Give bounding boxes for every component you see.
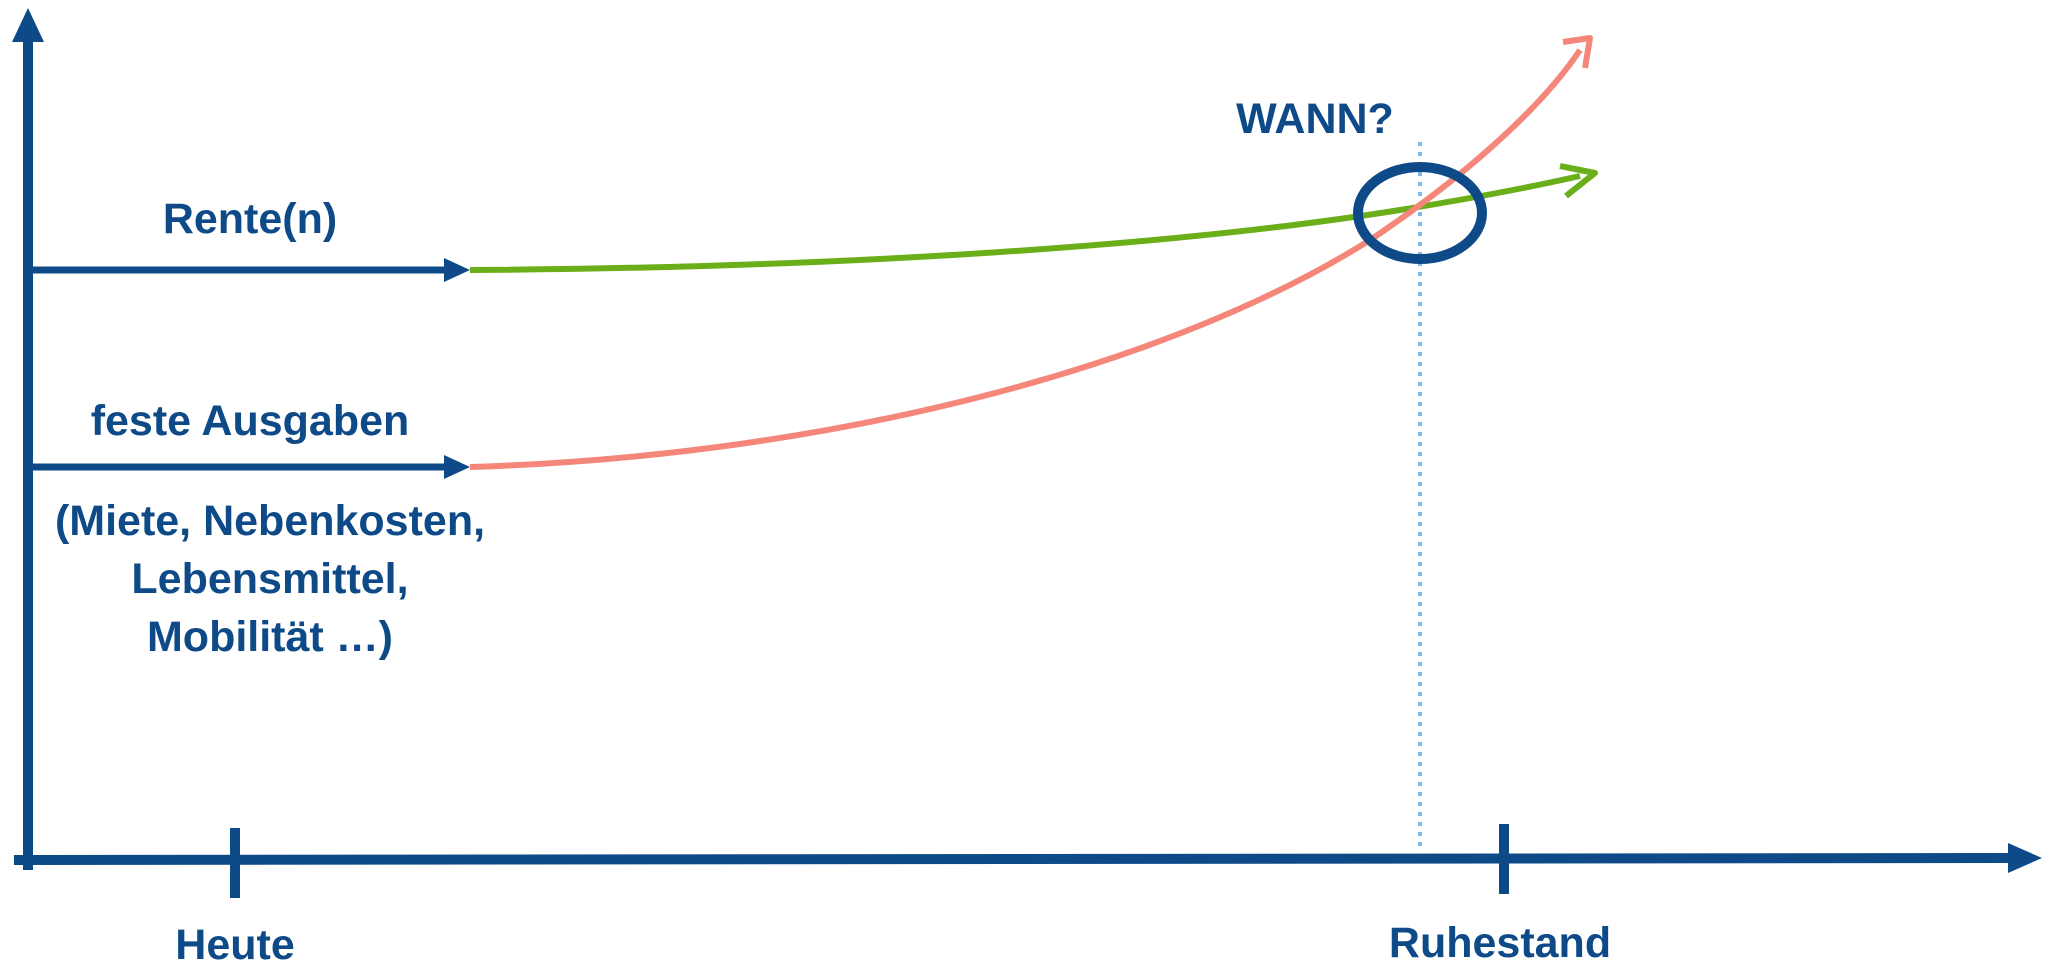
x-axis [13,824,2042,898]
pension-lead-arrow [30,258,470,282]
pension-label: Rente(n) [162,195,338,243]
intersection-circle [1353,162,1487,264]
tick-label-today: Heute [175,921,295,969]
expenses-detail-label: (Miete, Nebenkosten, Lebensmittel, Mobil… [30,492,510,666]
x-axis-arrowhead [2008,843,2042,873]
expenses-detail-line-3: Mobilität …) [146,613,393,661]
expenses-label: feste Ausgaben [90,397,410,445]
y-axis [12,8,44,870]
question-label: WANN? [1236,95,1394,143]
expenses-detail-line-1: (Miete, Nebenkosten, [54,497,486,545]
y-axis-arrowhead [12,8,44,42]
expenses-curve-arrowhead [1562,35,1593,69]
expenses-lead-arrow [30,455,470,479]
pension-curve-arrowhead [1559,163,1598,199]
expenses-curve [469,35,1593,470]
pension-curve [469,163,1598,273]
tick-label-retirement: Ruhestand [1388,919,1612,967]
expenses-detail-line-2: Lebensmittel, [131,555,409,603]
